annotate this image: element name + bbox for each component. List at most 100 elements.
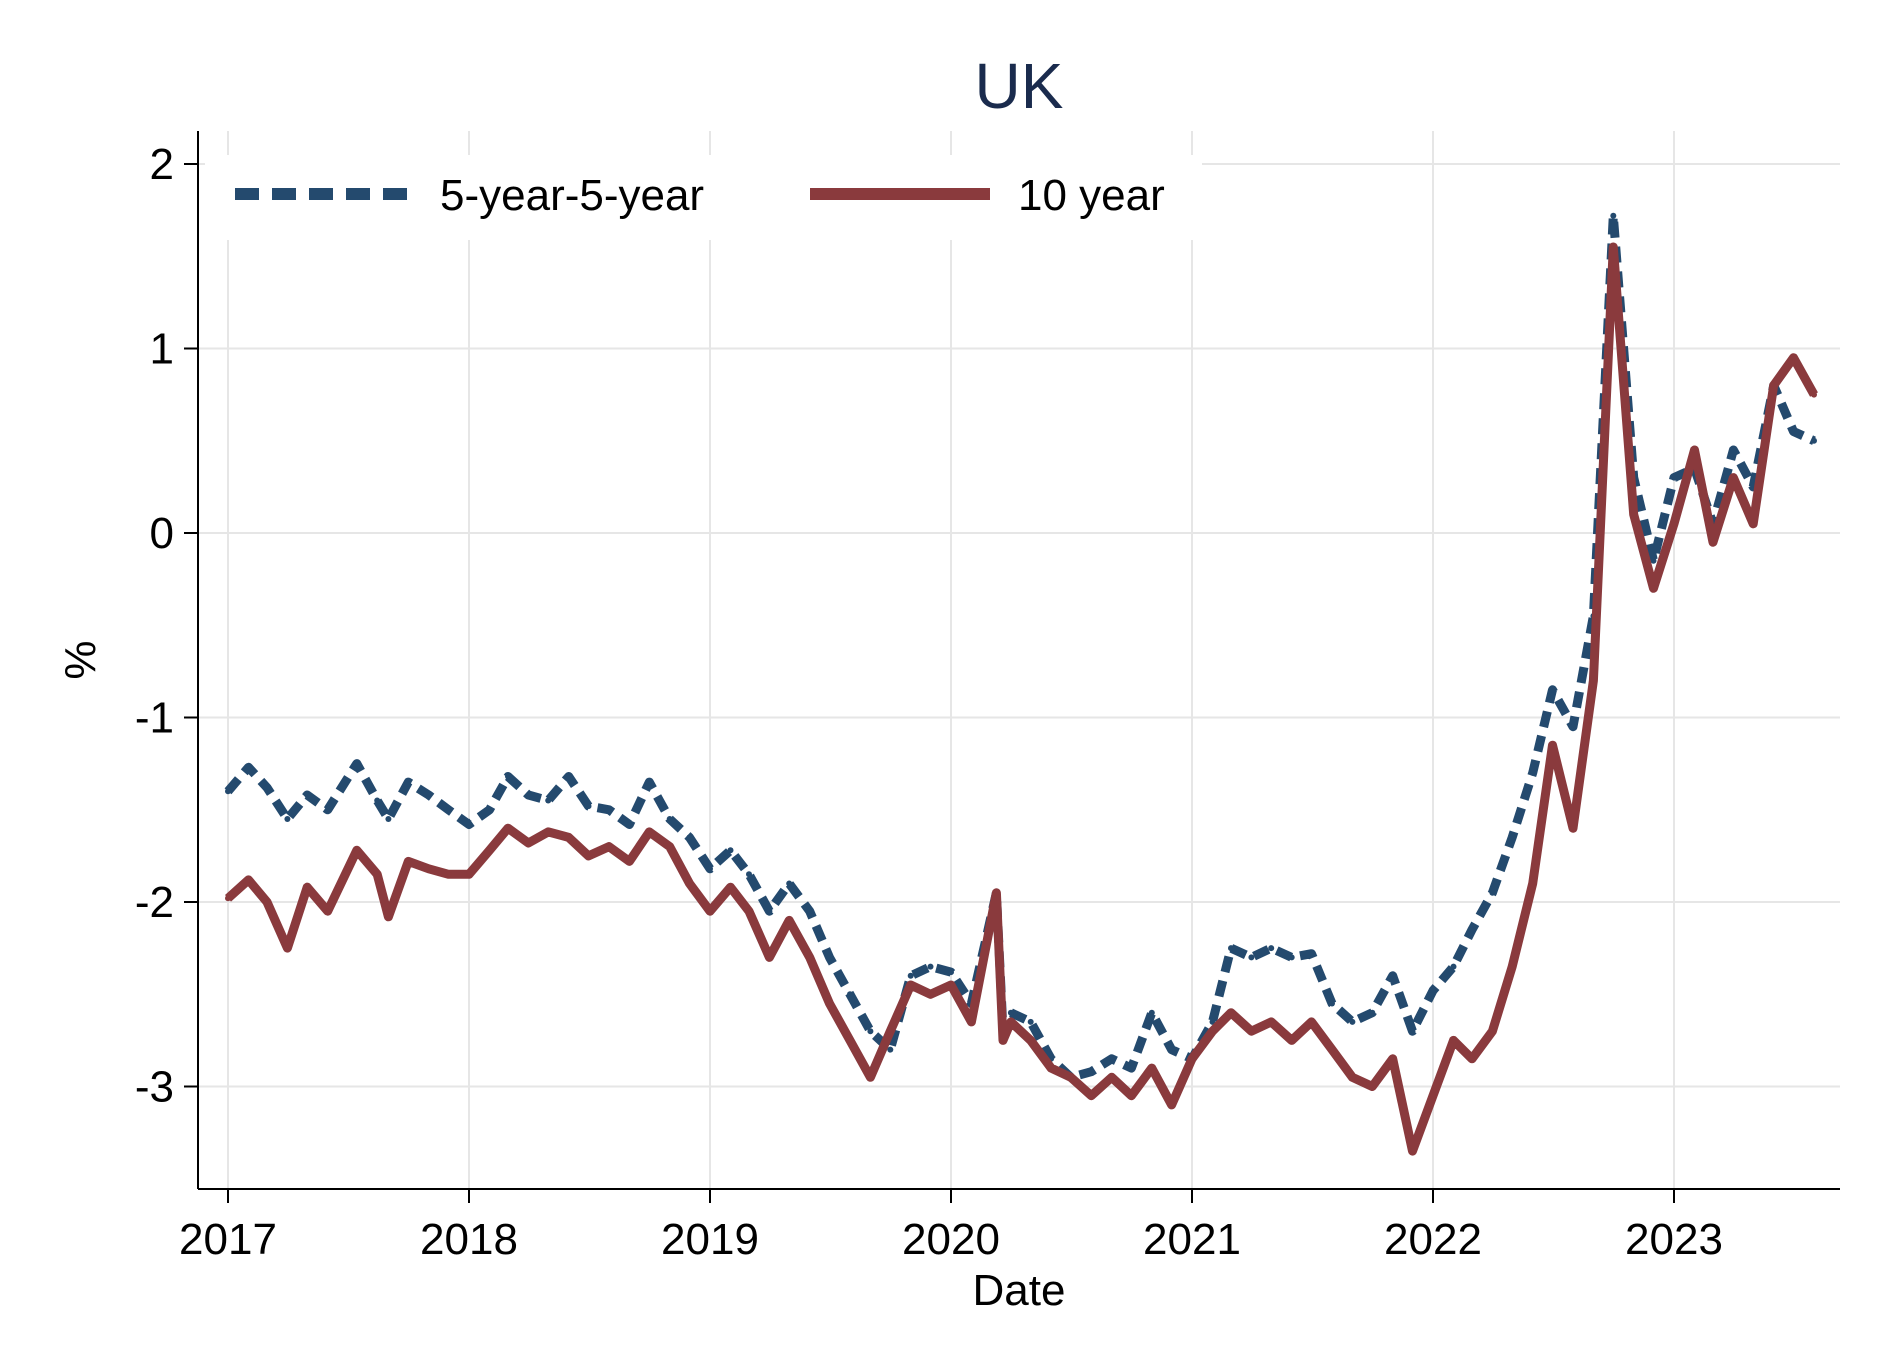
data-point-10y — [948, 982, 954, 988]
data-point-10y — [626, 858, 633, 865]
y-tick-label: 0 — [150, 509, 174, 558]
data-point-5y5y — [1650, 557, 1657, 564]
data-point-5y5y — [1349, 1018, 1356, 1025]
data-point-5y5y — [1268, 945, 1275, 952]
data-point-10y — [304, 884, 311, 891]
data-point-10y — [766, 954, 773, 961]
data-point-10y — [1189, 1055, 1195, 1062]
y-tick-label: 1 — [150, 325, 174, 374]
data-point-10y — [727, 884, 734, 891]
data-point-5y5y — [405, 779, 412, 786]
data-point-10y — [486, 847, 493, 854]
data-point-5y5y — [445, 806, 452, 813]
data-point-5y5y — [1811, 437, 1817, 444]
data-point-5y5y — [1168, 1046, 1175, 1053]
series-layer — [224, 211, 1818, 1156]
data-point-5y5y — [1308, 950, 1315, 957]
data-point-5y5y — [606, 806, 612, 813]
data-point-10y — [1509, 963, 1516, 970]
data-point-10y — [887, 1028, 894, 1035]
data-point-10y — [585, 852, 592, 859]
y-tick-label: -2 — [135, 878, 174, 927]
legend-box — [205, 155, 1202, 240]
data-point-10y — [606, 843, 612, 850]
data-point-10y — [826, 1000, 833, 1007]
y-tick-label: -3 — [135, 1063, 174, 1112]
data-point-5y5y — [1108, 1055, 1115, 1062]
data-point-10y — [1489, 1028, 1496, 1035]
legend-label-10y: 10 year — [1018, 171, 1165, 220]
data-point-5y5y — [1288, 954, 1295, 961]
x-tick-label: 2019 — [661, 1215, 759, 1264]
data-point-5y5y — [1450, 963, 1457, 970]
data-point-5y5y — [284, 816, 291, 822]
data-point-5y5y — [1529, 769, 1536, 776]
legend: 5-year-5-year 10 year — [205, 155, 1202, 240]
data-point-10y — [646, 828, 653, 835]
x-tick-label: 2022 — [1384, 1215, 1482, 1264]
data-point-5y5y — [806, 908, 813, 915]
data-point-10y — [1067, 1074, 1074, 1081]
data-point-10y — [1268, 1018, 1275, 1025]
data-point-10y — [545, 828, 552, 835]
data-point-10y — [1308, 1018, 1315, 1025]
data-point-5y5y — [505, 773, 511, 780]
data-point-10y — [445, 871, 452, 878]
data-point-5y5y — [907, 972, 914, 979]
x-axis-label: Date — [973, 1266, 1066, 1315]
data-point-10y — [1088, 1092, 1095, 1099]
data-point-10y — [245, 876, 252, 883]
data-point-10y — [1288, 1037, 1295, 1044]
data-point-5y5y — [264, 784, 270, 791]
data-point-5y5y — [766, 908, 773, 915]
series-10y — [224, 242, 1818, 1156]
data-point-10y — [1389, 1055, 1396, 1062]
data-point-5y5y — [486, 806, 493, 813]
grid-lines — [198, 131, 1840, 1189]
y-tick-label: -1 — [135, 694, 174, 743]
data-point-5y5y — [1509, 834, 1516, 841]
data-point-5y5y — [686, 834, 693, 841]
x-tick-label: 2023 — [1625, 1215, 1723, 1264]
data-point-10y — [1750, 520, 1757, 527]
data-point-10y — [425, 865, 432, 872]
data-point-10y — [324, 908, 331, 915]
data-point-10y — [1671, 520, 1677, 527]
data-point-5y5y — [1088, 1068, 1095, 1075]
data-point-10y — [907, 982, 914, 988]
data-point-10y — [1000, 1037, 1006, 1044]
data-point-5y5y — [1469, 926, 1475, 933]
data-point-5y5y — [786, 880, 793, 887]
series-5y5y — [224, 211, 1817, 1082]
data-point-5y5y — [525, 792, 532, 798]
data-point-10y — [1168, 1101, 1175, 1108]
data-point-5y5y — [225, 788, 231, 795]
data-point-10y — [1469, 1055, 1475, 1062]
data-point-10y — [707, 908, 713, 915]
data-point-5y5y — [847, 991, 853, 998]
data-point-5y5y — [1329, 1000, 1335, 1007]
data-point-5y5y — [1790, 428, 1797, 435]
data-point-10y — [1228, 1009, 1234, 1016]
data-point-5y5y — [1248, 954, 1255, 961]
data-point-10y — [225, 895, 231, 902]
data-point-5y5y — [353, 760, 360, 767]
data-point-10y — [1650, 585, 1657, 592]
data-point-10y — [1570, 825, 1576, 832]
data-point-5y5y — [585, 803, 592, 810]
data-point-10y — [1209, 1028, 1216, 1035]
data-point-10y — [786, 917, 793, 924]
data-point-5y5y — [324, 806, 331, 813]
data-point-10y — [666, 843, 673, 850]
data-point-5y5y — [304, 792, 311, 798]
x-tick-label: 2020 — [902, 1215, 1000, 1264]
data-point-5y5y — [374, 797, 381, 804]
data-point-10y — [1529, 880, 1536, 887]
data-point-5y5y — [646, 779, 653, 786]
data-point-5y5y — [727, 847, 734, 854]
data-point-5y5y — [385, 816, 392, 822]
data-point-10y — [1349, 1074, 1356, 1081]
data-point-5y5y — [1610, 212, 1617, 219]
data-point-10y — [1369, 1083, 1376, 1090]
